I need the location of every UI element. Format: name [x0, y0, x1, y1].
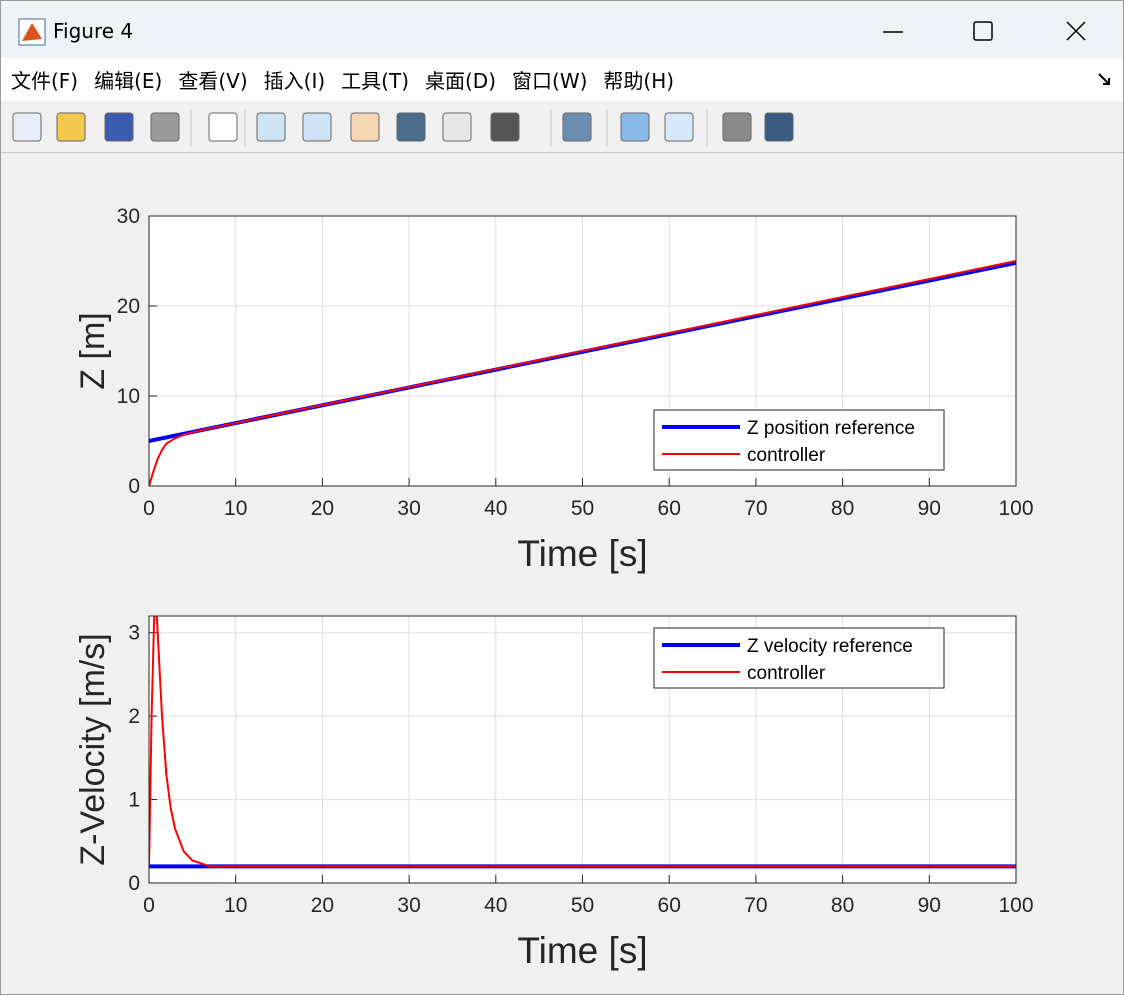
x-tick-label: 70	[744, 497, 767, 520]
toolbar-button[interactable]	[208, 112, 238, 142]
y-tick-label: 2	[128, 705, 140, 728]
y-tick-label: 20	[117, 295, 140, 318]
y-axis-label: Z [m]	[74, 312, 112, 389]
toolbar-button[interactable]	[764, 112, 794, 142]
toolbar-button[interactable]	[490, 112, 520, 142]
app-icon-shape	[22, 23, 42, 41]
x-tick-label: 30	[397, 894, 420, 917]
y-tick-label: 3	[128, 622, 140, 645]
x-tick-label: 10	[224, 894, 247, 917]
toolbar-button[interactable]	[442, 112, 472, 142]
x-tick-label: 100	[998, 894, 1033, 917]
toolbar-button[interactable]	[664, 112, 694, 142]
x-tick-label: 70	[744, 894, 767, 917]
legend-box	[653, 627, 945, 689]
toolbar-button[interactable]	[150, 112, 180, 142]
menu-item[interactable]: 编辑(E)	[94, 69, 163, 93]
menu-item[interactable]: 查看(V)	[178, 69, 248, 93]
legend-label: controller	[747, 663, 826, 684]
legend: Z position reference controller	[653, 409, 945, 471]
x-tick-label: 0	[143, 894, 155, 917]
legend-label: Z velocity reference	[747, 636, 913, 657]
maximize[interactable]	[973, 21, 993, 41]
data-line	[149, 616, 1016, 868]
toolbar-button[interactable]	[396, 112, 426, 142]
toolbar-button[interactable]	[12, 112, 42, 142]
legend: Z velocity reference controller	[653, 627, 945, 689]
toolbar-button[interactable]	[562, 112, 592, 142]
menu-bar: 文件(F) 编辑(E) 查看(V) 插入(I) 工具(T) 桌面(D) 窗口(W) 帮助(H)	[1, 58, 1123, 101]
x-tick-label: 60	[658, 497, 681, 520]
toolbar-button[interactable]	[722, 112, 752, 142]
toolbar-button[interactable]	[620, 112, 650, 142]
x-tick-label: 50	[571, 894, 594, 917]
x-axis-label: Time [s]	[517, 533, 647, 574]
x-tick-label: 40	[484, 497, 507, 520]
toolbar-button[interactable]	[104, 112, 134, 142]
legend-label: controller	[747, 445, 826, 466]
legend-label: Z position reference	[747, 418, 915, 439]
y-tick-label: 10	[117, 385, 140, 408]
x-tick-label: 20	[311, 497, 334, 520]
menu-item[interactable]: 文件(F)	[11, 69, 79, 93]
y-tick-label: 0	[128, 475, 140, 498]
data-line	[149, 260, 1016, 486]
toolbar	[1, 101, 1123, 153]
y-tick-label: 1	[128, 789, 140, 812]
menu-arrow[interactable]	[1095, 70, 1115, 90]
x-tick-label: 100	[998, 497, 1033, 520]
x-tick-label: 60	[658, 894, 681, 917]
x-tick-label: 80	[831, 894, 854, 917]
toolbar-button[interactable]	[256, 112, 286, 142]
x-tick-label: 90	[918, 497, 941, 520]
menu-item[interactable]: 桌面(D)	[425, 69, 497, 93]
x-tick-label: 20	[311, 894, 334, 917]
x-tick-label: 0	[143, 497, 155, 520]
toolbar-button[interactable]	[302, 112, 332, 142]
x-tick-label: 90	[918, 894, 941, 917]
menu-item[interactable]: 插入(I)	[263, 69, 326, 93]
y-tick-label: 30	[117, 205, 140, 228]
title-icons	[18, 18, 1086, 46]
legend-box	[653, 409, 945, 471]
y-tick-label: 0	[128, 872, 140, 895]
toolbar-button[interactable]	[56, 112, 86, 142]
window-title: Figure 4	[53, 19, 134, 43]
x-axis-label: Time [s]	[517, 930, 647, 971]
axes-frame	[148, 615, 1017, 884]
menu-item[interactable]: 工具(T)	[341, 69, 409, 93]
menu-item[interactable]: 帮助(H)	[603, 69, 675, 93]
menu-item[interactable]: 窗口(W)	[512, 69, 588, 93]
x-tick-label: 10	[224, 497, 247, 520]
x-tick-label: 40	[484, 894, 507, 917]
toolbar-icons	[12, 109, 794, 147]
x-tick-label: 30	[397, 497, 420, 520]
toolbar-button[interactable]	[350, 112, 380, 142]
x-tick-label: 50	[571, 497, 594, 520]
axes-frame	[148, 215, 1017, 487]
y-axis-label: Z-Velocity [m/s]	[74, 633, 112, 865]
x-tick-label: 80	[831, 497, 854, 520]
close[interactable]	[1066, 21, 1086, 41]
title-bar: Figure 4	[1, 1, 1123, 58]
